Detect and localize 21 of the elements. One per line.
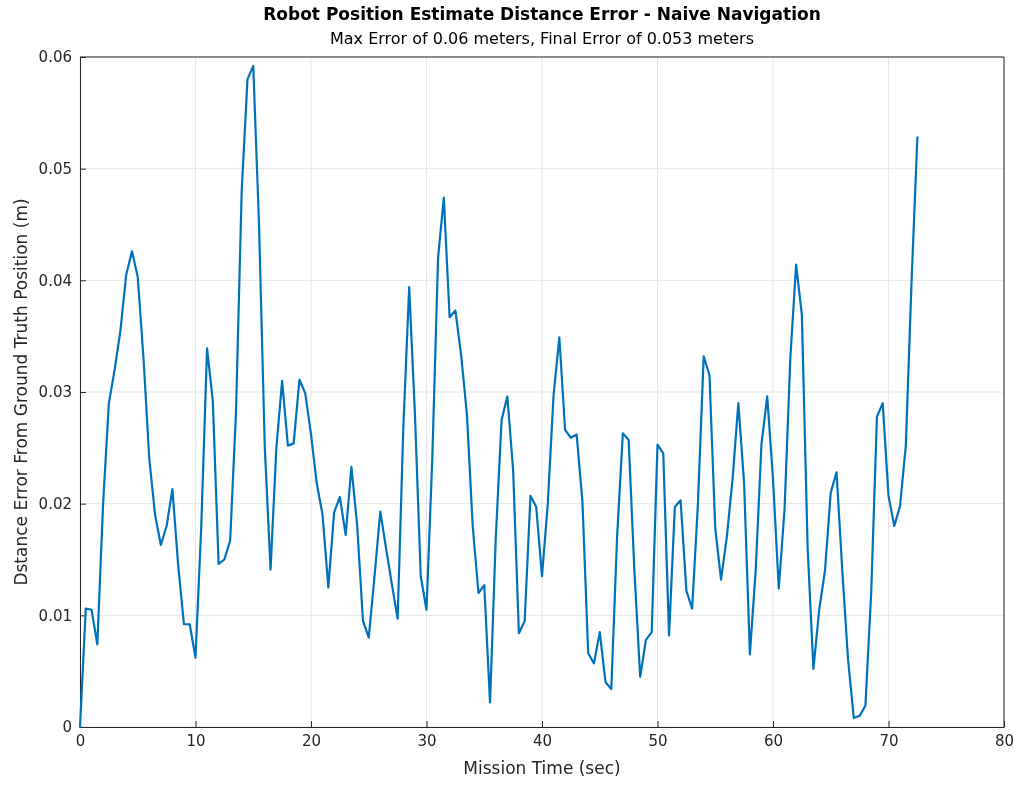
y-tick-label: 0.06 bbox=[38, 48, 72, 67]
x-tick-label: 50 bbox=[648, 731, 668, 750]
y-tick-label: 0.01 bbox=[38, 606, 72, 625]
x-tick-label: 20 bbox=[301, 731, 322, 750]
x-tick-label: 30 bbox=[417, 731, 437, 750]
y-tick-label: 0.05 bbox=[38, 159, 72, 178]
line-series bbox=[78, 64, 919, 729]
x-tick-label: 40 bbox=[532, 731, 553, 750]
x-tick-label: 80 bbox=[994, 731, 1015, 750]
y-tick-label: 0 bbox=[62, 718, 72, 737]
x-tick-label: 70 bbox=[879, 731, 899, 750]
y-tick-label: 0.02 bbox=[38, 494, 72, 513]
x-axis-title: Mission Time (sec) bbox=[463, 758, 621, 778]
y-tick-label: 0.03 bbox=[38, 383, 72, 402]
x-tick-label: 0 bbox=[75, 731, 86, 750]
x-tick-label: 60 bbox=[763, 731, 784, 750]
y-tick-label: 0.04 bbox=[38, 271, 72, 290]
x-tick-label: 10 bbox=[186, 731, 206, 750]
chart-title: Robot Position Estimate Distance Error - Naive Navigation bbox=[263, 4, 821, 24]
chart-subtitle: Max Error of 0.06 meters, Final Error of 0.053 meters bbox=[329, 29, 755, 48]
y-axis-title: Dstance Error From Ground Truth Position (m) bbox=[11, 198, 31, 586]
